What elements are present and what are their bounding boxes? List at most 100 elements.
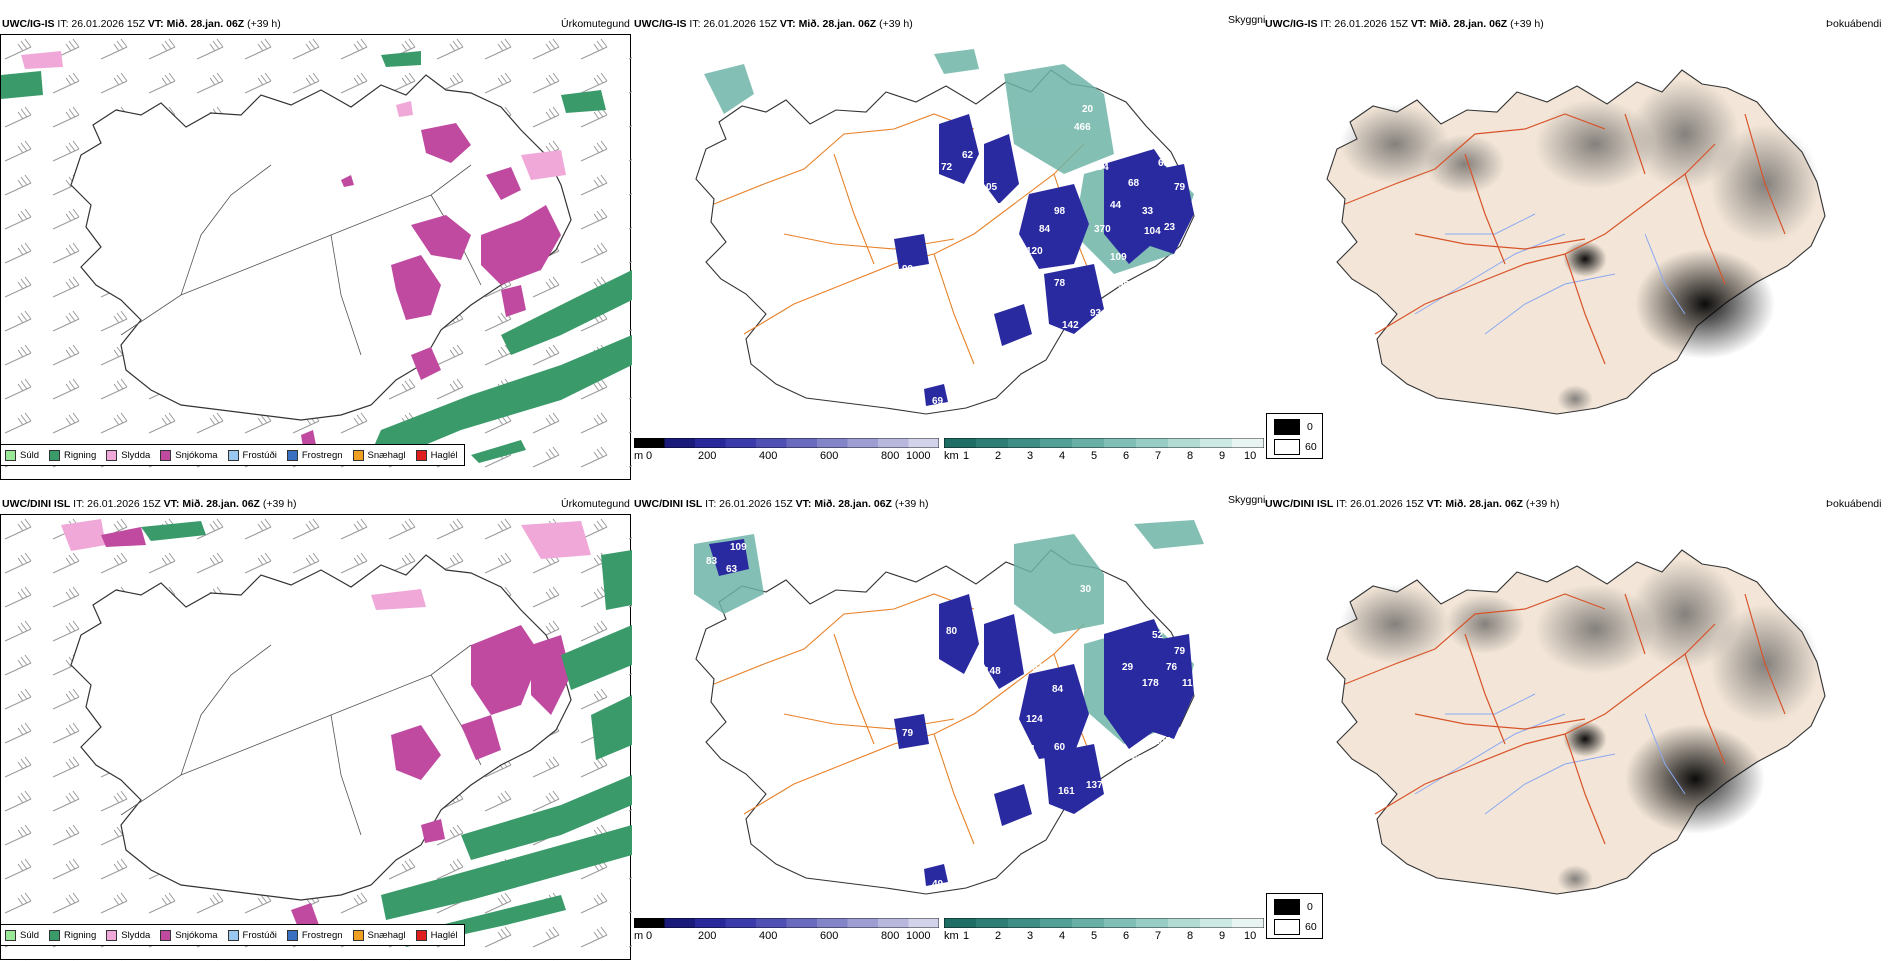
height-tick: 200 (698, 930, 717, 942)
svg-text:78: 78 (1054, 278, 1066, 289)
legend-item: Frostúði (227, 449, 277, 461)
fog-title: Þokuábendi (1826, 498, 1882, 510)
precip-header: UWC/IG-IS IT: 26.01.2026 15Z VT: Mið. 28… (2, 18, 281, 30)
iceland-outline (70, 74, 572, 421)
fog-map (1326, 69, 1826, 415)
precip-legend: Súld Rigning Slydda Snjókoma Frostúði Fr… (0, 924, 465, 946)
svg-text:105: 105 (1154, 736, 1171, 747)
svg-text:161: 161 (1058, 786, 1075, 797)
visibility-tick: 5 (1091, 930, 1098, 942)
svg-text:49: 49 (932, 879, 944, 890)
svg-text:178: 178 (1142, 678, 1159, 689)
rivers (1414, 693, 1686, 815)
row-1: UWC/IG-IS IT: 26.01.2026 15Z VT: Mið. 28… (0, 14, 1900, 481)
svg-text:60: 60 (1110, 746, 1122, 757)
height-tick: 400 (759, 450, 778, 462)
legend-item: Rigning (49, 929, 96, 941)
roads (713, 113, 1095, 365)
height-tick: 600 (820, 930, 839, 942)
visibility-tick: 5 (1091, 450, 1098, 462)
legend-item: Slydda (106, 449, 150, 461)
cloud-title: Skyggni (1228, 14, 1266, 26)
fog-legend: 0 60 (1266, 413, 1323, 459)
svg-text:93: 93 (1090, 308, 1102, 319)
visibility-tick: 9 (1219, 450, 1226, 462)
visibility-tick: 4 (1059, 450, 1066, 462)
height-tick: 1000 (906, 450, 931, 462)
cloud-header: UWC/IG-IS IT: 26.01.2026 15Z VT: Mið. 28… (634, 18, 913, 30)
svg-text:15: 15 (996, 202, 1008, 213)
row-2: UWC/DINI ISL IT: 26.01.2026 15Z VT: Mið.… (0, 494, 1900, 961)
legend-item: Haglél (415, 449, 458, 461)
legend-item: Haglél (415, 929, 458, 941)
valid-time: VT: Mið. 28.jan. 06Z (147, 18, 245, 30)
svg-text:99: 99 (902, 264, 914, 275)
snow-areas (101, 527, 571, 930)
lead-time: (+39 h) (247, 18, 281, 30)
precip-header: UWC/DINI ISL IT: 26.01.2026 15Z VT: Mið.… (2, 498, 297, 510)
fog-legend-min: 0 (1307, 421, 1313, 433)
svg-text:107: 107 (942, 184, 959, 195)
rain-areas (1, 51, 632, 463)
sleet-areas (61, 519, 591, 610)
svg-text:20: 20 (1082, 104, 1094, 115)
cloud-base-areas (894, 114, 1194, 406)
fog-header: UWC/IG-IS IT: 26.01.2026 15Z VT: Mið. 28… (1265, 18, 1544, 30)
svg-text:43: 43 (1066, 833, 1078, 844)
legend-item: Snæhagl (352, 929, 406, 941)
visibility-tick: 1 (963, 450, 970, 462)
legend-item: Snjókoma (160, 929, 218, 941)
height-tick: 1000 (906, 930, 931, 942)
precip-title: Úrkomutegund (561, 498, 630, 510)
cloud-base-values: 109 63 83 30 80 117 52 79 76 110 148 29 … (706, 542, 1199, 890)
svg-text:23: 23 (1164, 222, 1176, 233)
cloud-map: 109 63 83 30 80 117 52 79 76 110 148 29 … (694, 520, 1204, 895)
svg-text:130: 130 (1142, 142, 1159, 153)
height-tick: 800 (881, 930, 900, 942)
height-unit: m (634, 930, 644, 942)
height-tick: 0 (646, 930, 653, 942)
visibility-tick: 10 (1244, 930, 1257, 942)
svg-text:80: 80 (946, 626, 958, 637)
cloud-map: 20 466 130 72 62 104 63 107 05 68 79 15 … (695, 49, 1195, 415)
fog-map (1326, 549, 1826, 895)
svg-text:72: 72 (941, 162, 953, 173)
height-unit: m (634, 450, 644, 462)
svg-text:79: 79 (1174, 646, 1186, 657)
svg-text:29: 29 (1122, 662, 1134, 673)
precip-map (1, 515, 632, 961)
height-colorbar: m 0 200 400 600 800 1000 (634, 918, 939, 952)
height-colorbar-swatches (634, 438, 939, 448)
fog-legend-min: 0 (1307, 901, 1313, 913)
legend-item: Slydda (106, 929, 150, 941)
svg-text:120: 120 (1026, 246, 1043, 257)
precip-map (1, 35, 632, 481)
svg-text:112: 112 (1020, 282, 1037, 293)
precip-map-frame (0, 34, 632, 481)
svg-text:63: 63 (726, 564, 738, 575)
svg-text:98: 98 (1054, 206, 1066, 217)
visibility-unit: km (944, 450, 959, 462)
svg-text:117: 117 (1097, 624, 1114, 635)
cloud-base-areas (709, 539, 1194, 886)
svg-text:124: 124 (1018, 744, 1035, 755)
svg-text:05: 05 (986, 182, 998, 193)
fog-shading (1340, 79, 1820, 413)
fog-title: Þokuábendi (1826, 18, 1882, 30)
svg-text:68: 68 (1128, 178, 1140, 189)
precip-title: Úrkomutegund (561, 18, 630, 30)
legend-item: Snjókoma (160, 449, 218, 461)
visibility-tick: 3 (1027, 450, 1034, 462)
roads (1344, 113, 1786, 365)
height-tick: 200 (698, 450, 717, 462)
svg-text:104: 104 (1144, 226, 1161, 237)
visibility-tick: 4 (1059, 930, 1066, 942)
model-label: UWC/IG-IS (2, 18, 55, 30)
svg-text:79: 79 (902, 728, 914, 739)
roads (1344, 593, 1786, 845)
visibility-tick: 10 (1244, 450, 1257, 462)
svg-text:142: 142 (1062, 320, 1079, 331)
init-time: IT: 26.01.2026 15Z (57, 18, 145, 30)
visibility-tick: 6 (1123, 450, 1130, 462)
visibility-tick: 1 (963, 930, 970, 942)
